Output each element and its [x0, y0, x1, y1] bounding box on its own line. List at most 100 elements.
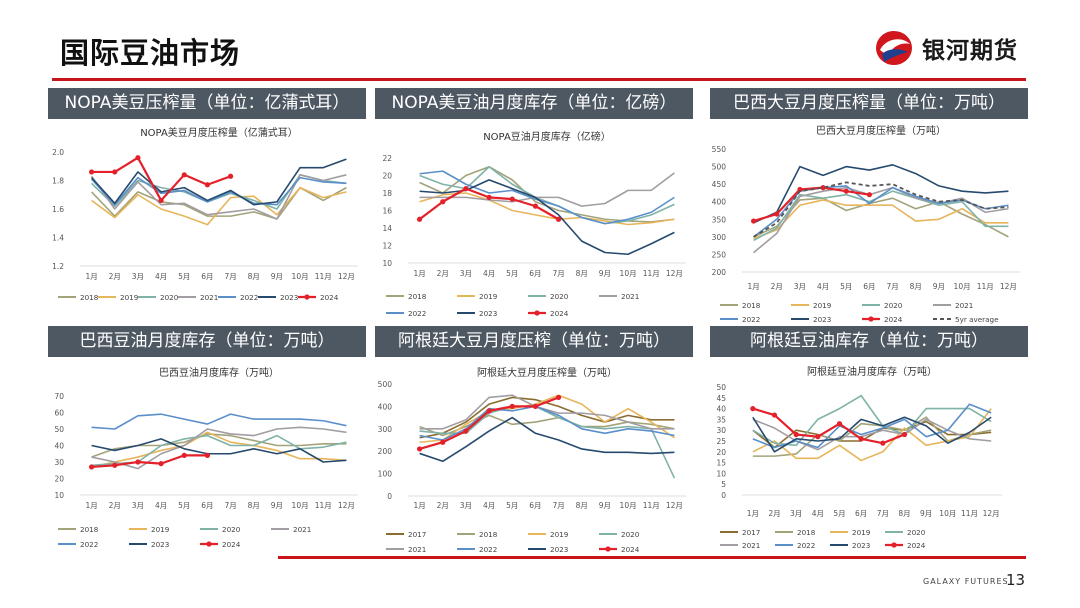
series-line-2022	[419, 405, 675, 441]
legend-label: 2022	[742, 315, 760, 324]
data-point-2024	[158, 197, 164, 204]
x-tick-label: 3月	[132, 501, 144, 510]
y-tick-label: 5	[721, 480, 726, 489]
legend-label: 2023	[280, 293, 298, 302]
legend-label: 2020	[884, 301, 903, 310]
x-tick-label: 10月	[939, 509, 956, 518]
legend-marker	[304, 294, 310, 300]
y-tick-label: 250	[712, 250, 727, 259]
series-line-5yr-average	[753, 181, 1009, 238]
y-tick-label: 200	[378, 447, 393, 456]
x-tick-label: 6月	[201, 501, 213, 510]
data-point-2024	[532, 203, 539, 209]
data-point-2024	[880, 440, 886, 446]
x-tick-label: 7月	[877, 509, 889, 518]
y-tick-label: 200	[712, 268, 727, 277]
chart-brazil-crush: 巴西大豆月度压榨量（万吨） 200 250 300 350 400 450 500 550 1月 2…	[712, 124, 1020, 324]
series-line-2019	[752, 408, 992, 462]
x-tick-label: 1月	[85, 501, 97, 510]
series-line-2022	[90, 176, 347, 206]
y-tick-label: 2.0	[52, 148, 64, 157]
x-tick-label: 9月	[599, 269, 611, 278]
data-point-2024	[158, 461, 164, 467]
y-tick-label: 300	[378, 425, 393, 434]
series-line-2021	[752, 418, 992, 451]
y-tick-label: 35	[716, 415, 726, 424]
data-point-2024	[440, 199, 446, 205]
y-tick-label: 40	[716, 405, 726, 414]
x-tick-label: 1月	[413, 501, 425, 510]
data-point-2024	[771, 412, 778, 418]
series-line-2018	[753, 197, 1009, 238]
series-line-2020	[91, 434, 347, 467]
panel-title-brazil-crush: 巴西大豆月度压榨量（单位：万吨）	[710, 88, 1028, 119]
series-line-2019	[91, 186, 347, 226]
legend-label: 2023	[852, 541, 870, 550]
x-tick-label: 7月	[552, 501, 564, 510]
data-point-2024	[901, 431, 908, 438]
legend-label: 2018	[80, 525, 99, 534]
chart-argentina-crush: 阿根廷大豆月度压榨量（万吨） 0 100 200 300 400 500 1月 2月 3月 4月 5月…	[378, 366, 686, 554]
x-tick-label: 3月	[460, 269, 472, 278]
x-tick-label: 2月	[768, 509, 780, 518]
legend-label: 2024	[550, 309, 569, 318]
data-point-2024	[858, 436, 864, 442]
x-tick-label: 4月	[155, 501, 167, 510]
data-point-2024	[793, 431, 799, 438]
y-tick-label: 20	[54, 475, 64, 484]
data-point-2024	[486, 194, 492, 200]
legend-label: 2021	[742, 541, 760, 550]
legend-label: 2018	[479, 530, 498, 539]
y-tick-label: 400	[712, 198, 727, 207]
x-tick-label: 2月	[437, 501, 449, 510]
y-tick-label: 12	[382, 242, 392, 251]
y-tick-label: 18	[382, 189, 392, 198]
x-tick-label: 2月	[771, 282, 783, 291]
x-tick-label: 9月	[599, 501, 611, 510]
legend-label: 2021	[621, 292, 639, 301]
series-line-2021	[90, 173, 347, 220]
legend-marker	[605, 546, 611, 552]
y-tick-label: 50	[54, 425, 64, 434]
legend-label: 2019	[120, 293, 139, 302]
x-tick-label: 2月	[437, 269, 449, 278]
legend-label: 2021	[408, 545, 426, 554]
x-tick-label: 12月	[983, 509, 1000, 518]
legend-label: 2017	[742, 528, 760, 537]
series-line-2023	[90, 158, 347, 206]
series-line-2024	[752, 407, 905, 445]
series-line-2021	[419, 394, 675, 430]
y-tick-label: 70	[54, 392, 64, 401]
legend-label: 2022	[479, 545, 497, 554]
data-point-2024	[750, 218, 757, 224]
x-tick-label: 12月	[1000, 282, 1017, 291]
panel-title-argentina-crush: 阿根廷大豆月度压榨（单位：万吨）	[375, 326, 693, 357]
legend-marker	[534, 310, 540, 316]
data-point-2024	[227, 173, 234, 179]
series-line-2020	[752, 394, 992, 447]
y-tick-label: 15	[716, 459, 726, 468]
y-tick-label: 30	[54, 458, 64, 467]
series-line-2024	[753, 186, 870, 223]
panel-title-nopa-oil-stock: NOPA美豆油月度库存（单位：亿磅）	[375, 88, 693, 119]
chart-title: 阿根廷豆油月度库存（万吨）	[807, 365, 937, 378]
y-tick-label: 400	[378, 402, 393, 411]
data-point-2024	[112, 462, 118, 468]
y-tick-label: 10	[382, 259, 392, 268]
legend-label: 2024	[222, 540, 241, 549]
y-tick-label: 450	[712, 180, 727, 189]
x-tick-label: 12月	[338, 272, 355, 281]
data-point-2024	[815, 434, 821, 440]
series-line-2021	[753, 186, 1009, 254]
brand-name: 银河期货	[922, 38, 1018, 64]
y-tick-label: 20	[716, 448, 726, 457]
data-point-2024	[440, 439, 446, 445]
data-point-2024	[866, 192, 873, 198]
data-point-2024	[463, 428, 469, 434]
data-point-2024	[532, 403, 539, 409]
data-point-2024	[774, 211, 780, 217]
x-tick-label: 9月	[920, 509, 932, 518]
x-tick-label: 4月	[817, 282, 829, 291]
data-point-2024	[416, 446, 423, 452]
